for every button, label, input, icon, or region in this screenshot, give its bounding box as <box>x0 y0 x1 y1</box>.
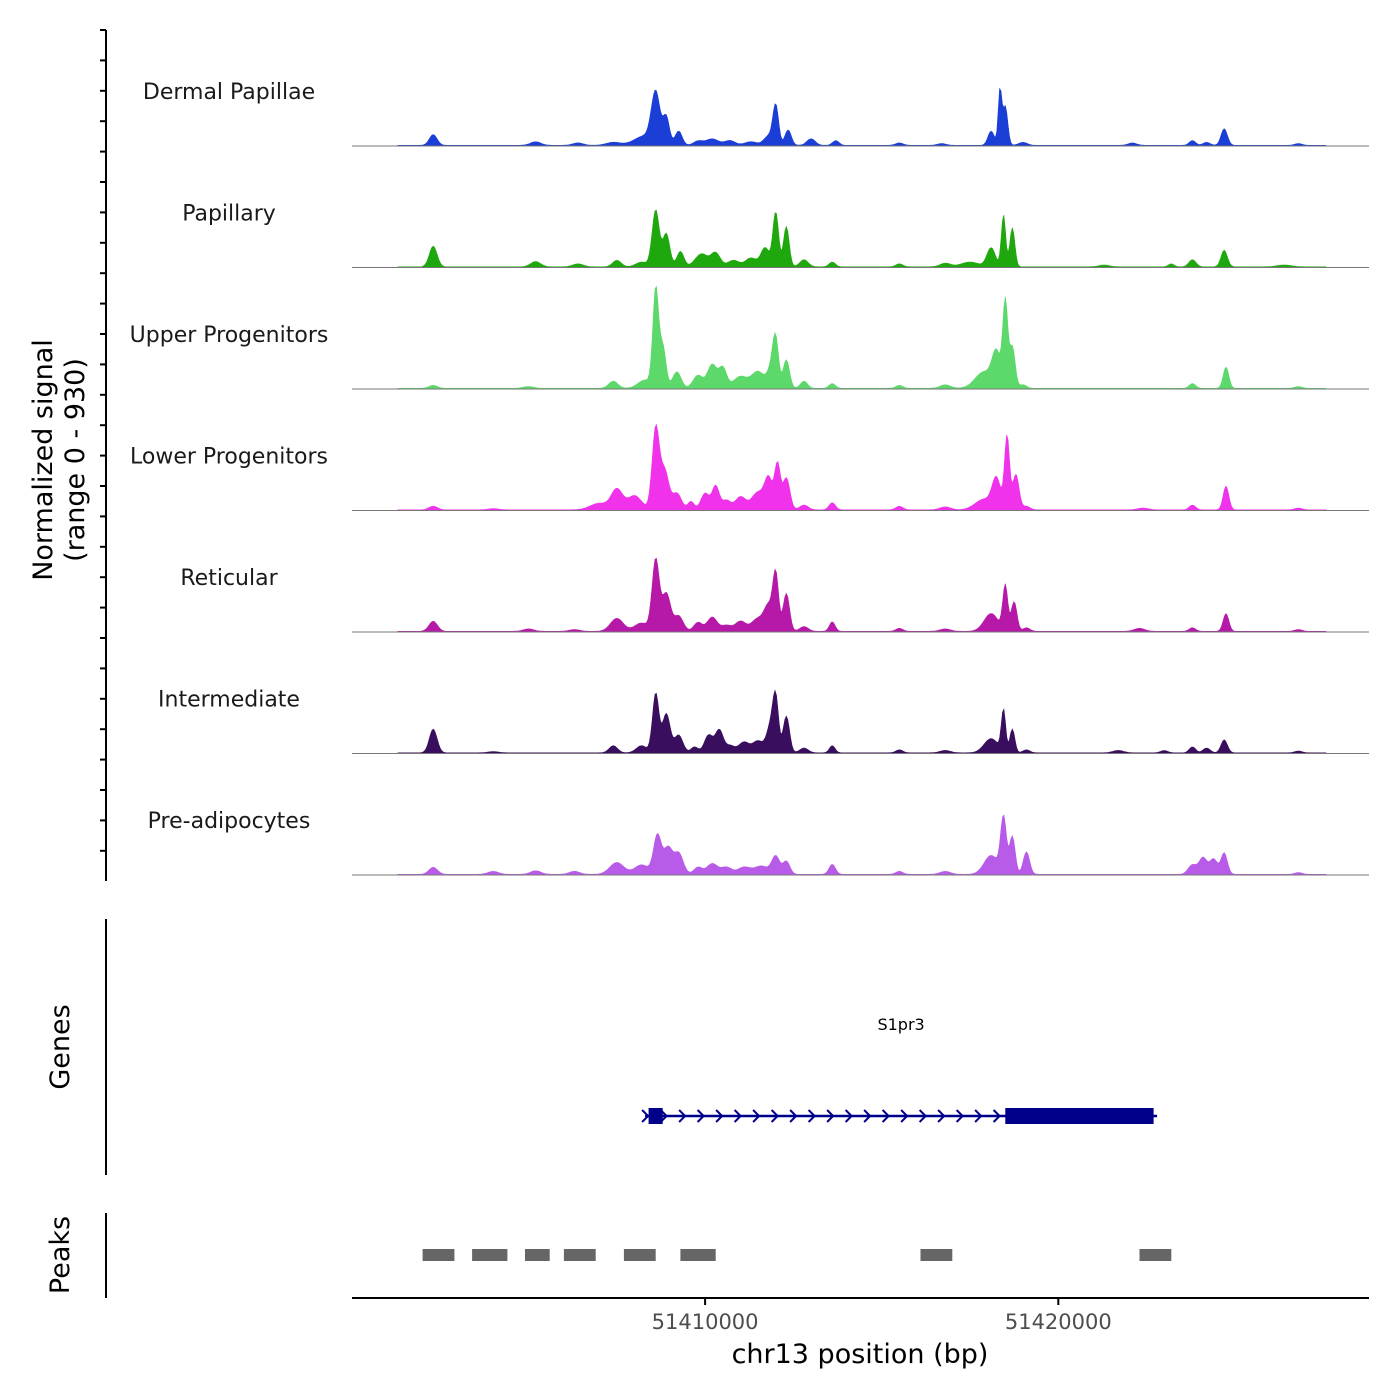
strand-arrow <box>715 1109 724 1123</box>
track-reticular: Reticular <box>180 557 1369 633</box>
peak-region <box>472 1249 508 1261</box>
signal-area <box>397 557 1328 633</box>
peaks-track <box>422 1249 1172 1261</box>
x-axis-ticks: 51410000 51420000 <box>652 1298 1112 1334</box>
strand-arrow <box>844 1109 854 1123</box>
signal-area <box>397 87 1328 147</box>
strand-arrow <box>696 1109 706 1123</box>
strand-arrow <box>826 1109 835 1123</box>
track-papillary: Papillary <box>182 202 1369 268</box>
peak-region <box>680 1249 716 1261</box>
y-title-line1: Normalized signal <box>28 339 59 581</box>
strand-arrow <box>863 1109 872 1123</box>
strand-arrow <box>881 1109 891 1123</box>
peak-region <box>563 1249 596 1261</box>
strand-arrow <box>678 1109 687 1123</box>
track-lower-progenitors: Lower Progenitors <box>130 423 1369 511</box>
x-tick-label: 51410000 <box>652 1310 759 1334</box>
strand-arrow <box>918 1109 928 1123</box>
track-intermediate: Intermediate <box>158 688 1369 754</box>
track-label: Intermediate <box>158 688 300 713</box>
signal-tracks: Dermal Papillae Papillary Upper Progenitor… <box>130 80 1369 876</box>
track-label: Pre-adipocytes <box>148 809 311 834</box>
strand-arrow <box>733 1109 743 1123</box>
track-label: Upper Progenitors <box>130 323 329 348</box>
track-dermal-papillae: Dermal Papillae <box>143 80 1369 147</box>
gene-track: S1pr3 <box>641 1015 1158 1124</box>
strand-arrow <box>770 1109 780 1123</box>
x-tick-label: 51420000 <box>1005 1310 1112 1334</box>
signal-area <box>397 689 1328 754</box>
gene-exon <box>1005 1108 1154 1124</box>
x-axis-title: chr13 position (bp) <box>732 1339 989 1370</box>
strand-arrow <box>937 1109 946 1123</box>
peak-region <box>920 1249 953 1261</box>
signal-area <box>397 814 1328 876</box>
gene-name: S1pr3 <box>877 1015 924 1034</box>
strand-arrow <box>900 1109 909 1123</box>
genes-axis-title: Genes <box>45 1004 76 1089</box>
coverage-y-title: Normalized signal (range 0 - 930) <box>28 339 91 581</box>
peaks-axis-title: Peaks <box>45 1216 76 1294</box>
track-pre-adipocytes: Pre-adipocytes <box>148 809 1369 876</box>
track-label: Papillary <box>182 202 276 227</box>
peak-region <box>1139 1249 1172 1261</box>
strand-arrow <box>992 1109 1002 1123</box>
coverage-y-ticks <box>100 29 106 852</box>
strand-arrow <box>641 1109 650 1123</box>
peak-region <box>623 1249 656 1261</box>
signal-area <box>397 209 1328 268</box>
strand-arrow <box>752 1109 761 1123</box>
peak-region <box>525 1249 550 1261</box>
track-label: Reticular <box>180 566 278 591</box>
gene-exon <box>648 1108 663 1124</box>
strand-arrow <box>789 1109 798 1123</box>
peak-region <box>422 1249 455 1261</box>
signal-area <box>397 285 1328 390</box>
track-label: Lower Progenitors <box>130 445 328 470</box>
strand-arrow <box>974 1109 983 1123</box>
track-upper-progenitors: Upper Progenitors <box>130 285 1369 390</box>
strand-arrow <box>955 1109 965 1123</box>
strand-arrow <box>807 1109 817 1123</box>
signal-area <box>397 423 1328 511</box>
track-label: Dermal Papillae <box>143 80 315 105</box>
y-title-line2: (range 0 - 930) <box>60 358 91 562</box>
